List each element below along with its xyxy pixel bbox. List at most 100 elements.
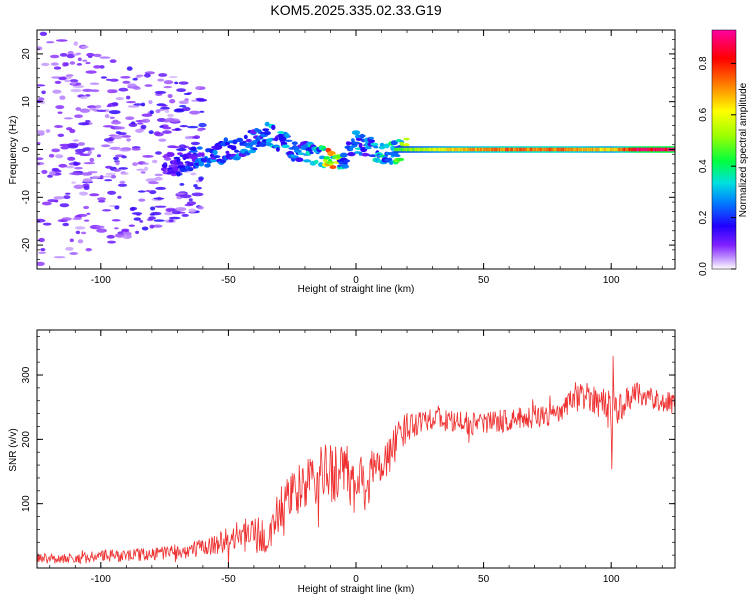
noise-blob	[155, 151, 162, 155]
ridge-blob	[223, 137, 229, 143]
band-core	[421, 147, 424, 152]
band-core	[584, 147, 587, 152]
ridge-blob	[277, 131, 285, 134]
band-core	[528, 147, 531, 152]
noise-blob	[51, 148, 61, 153]
band-core	[520, 147, 523, 152]
noise-blob	[112, 134, 123, 140]
band-core	[442, 147, 445, 152]
band-core	[430, 147, 432, 152]
band-core	[551, 147, 554, 152]
band-core	[580, 147, 583, 152]
noise-blob	[132, 86, 141, 90]
noise-blob	[189, 110, 201, 115]
band-core	[523, 147, 526, 152]
noise-blob	[179, 105, 187, 108]
noise-blob	[75, 230, 81, 235]
noise-blob	[140, 124, 147, 129]
noise-blob	[120, 76, 131, 79]
noise-blob	[38, 237, 45, 243]
band-core	[395, 147, 398, 152]
noise-blob	[118, 87, 129, 92]
ridge-blob	[234, 149, 240, 153]
band-core	[504, 147, 506, 152]
noise-blob	[90, 89, 100, 93]
band-core	[461, 147, 464, 152]
noise-blob	[174, 127, 181, 131]
noise-blob	[103, 175, 112, 178]
noise-blob	[69, 61, 76, 65]
band-core	[666, 147, 669, 152]
noise-blob	[37, 161, 45, 166]
noise-blob	[59, 95, 66, 100]
noise-blob	[69, 252, 79, 255]
noise-blob	[160, 106, 170, 110]
band-core	[530, 147, 533, 152]
noise-blob	[74, 114, 83, 118]
band-core	[507, 147, 510, 152]
noise-blob	[125, 116, 135, 120]
noise-blob	[109, 78, 119, 82]
noise-blob	[173, 108, 185, 113]
snr-frame	[36, 329, 676, 569]
noise-blob	[83, 205, 90, 210]
noise-blob	[75, 107, 82, 111]
noise-blob	[149, 213, 156, 216]
noise-blob	[137, 122, 144, 125]
noise-blob	[136, 74, 144, 77]
ridge-blob	[295, 157, 304, 162]
ridge-blob	[389, 160, 394, 165]
ridge-blob	[197, 152, 202, 158]
band-core	[571, 147, 574, 152]
band-core	[558, 147, 561, 152]
noise-blob	[63, 117, 73, 120]
snr-series-line	[37, 355, 675, 567]
noise-blob	[197, 128, 204, 132]
noise-blob	[93, 65, 101, 69]
band-core	[477, 147, 480, 152]
noise-blob	[154, 90, 167, 94]
noise-blob	[167, 94, 173, 98]
band-core	[625, 147, 628, 152]
band-core	[622, 147, 625, 152]
band-core	[440, 147, 443, 152]
noise-blob	[65, 247, 74, 251]
band-core	[659, 147, 662, 152]
noise-blob	[133, 103, 143, 106]
noise-blob	[75, 152, 84, 155]
band-core	[617, 147, 620, 152]
noise-blob	[89, 82, 100, 85]
snr-panel: -100 -50 0 50 100 100 200 300 Height of straigh…	[8, 329, 676, 595]
colorbar-tick-label: 0.6	[698, 107, 709, 121]
colorbar-gradient	[711, 29, 737, 270]
noise-blob	[188, 198, 193, 202]
noise-blob	[117, 195, 122, 199]
noise-blob	[100, 76, 107, 79]
noise-blob	[95, 104, 102, 109]
noise-blob	[138, 198, 146, 202]
band-core	[664, 147, 667, 152]
noise-blob	[196, 98, 208, 102]
noise-blob	[174, 81, 179, 85]
band-core	[587, 147, 589, 152]
noise-blob	[65, 165, 75, 169]
band-core	[484, 147, 487, 152]
noise-blob	[121, 135, 132, 138]
band-core	[631, 147, 634, 152]
ridge-blob	[303, 159, 311, 163]
noise-blob	[188, 208, 197, 213]
noise-blob	[150, 206, 156, 211]
noise-blob	[79, 96, 88, 100]
noise-blob	[179, 125, 189, 128]
noise-blob	[141, 113, 153, 117]
ridge-blob	[379, 142, 385, 147]
snr-plot-area	[37, 330, 675, 568]
noise-blob	[65, 192, 71, 195]
band-core	[560, 147, 563, 152]
band-core	[618, 147, 621, 152]
noise-blob	[41, 169, 48, 174]
band-core	[643, 147, 646, 152]
noise-blob	[73, 161, 78, 166]
ridge-blob	[263, 131, 271, 136]
noise-blob	[82, 59, 88, 62]
